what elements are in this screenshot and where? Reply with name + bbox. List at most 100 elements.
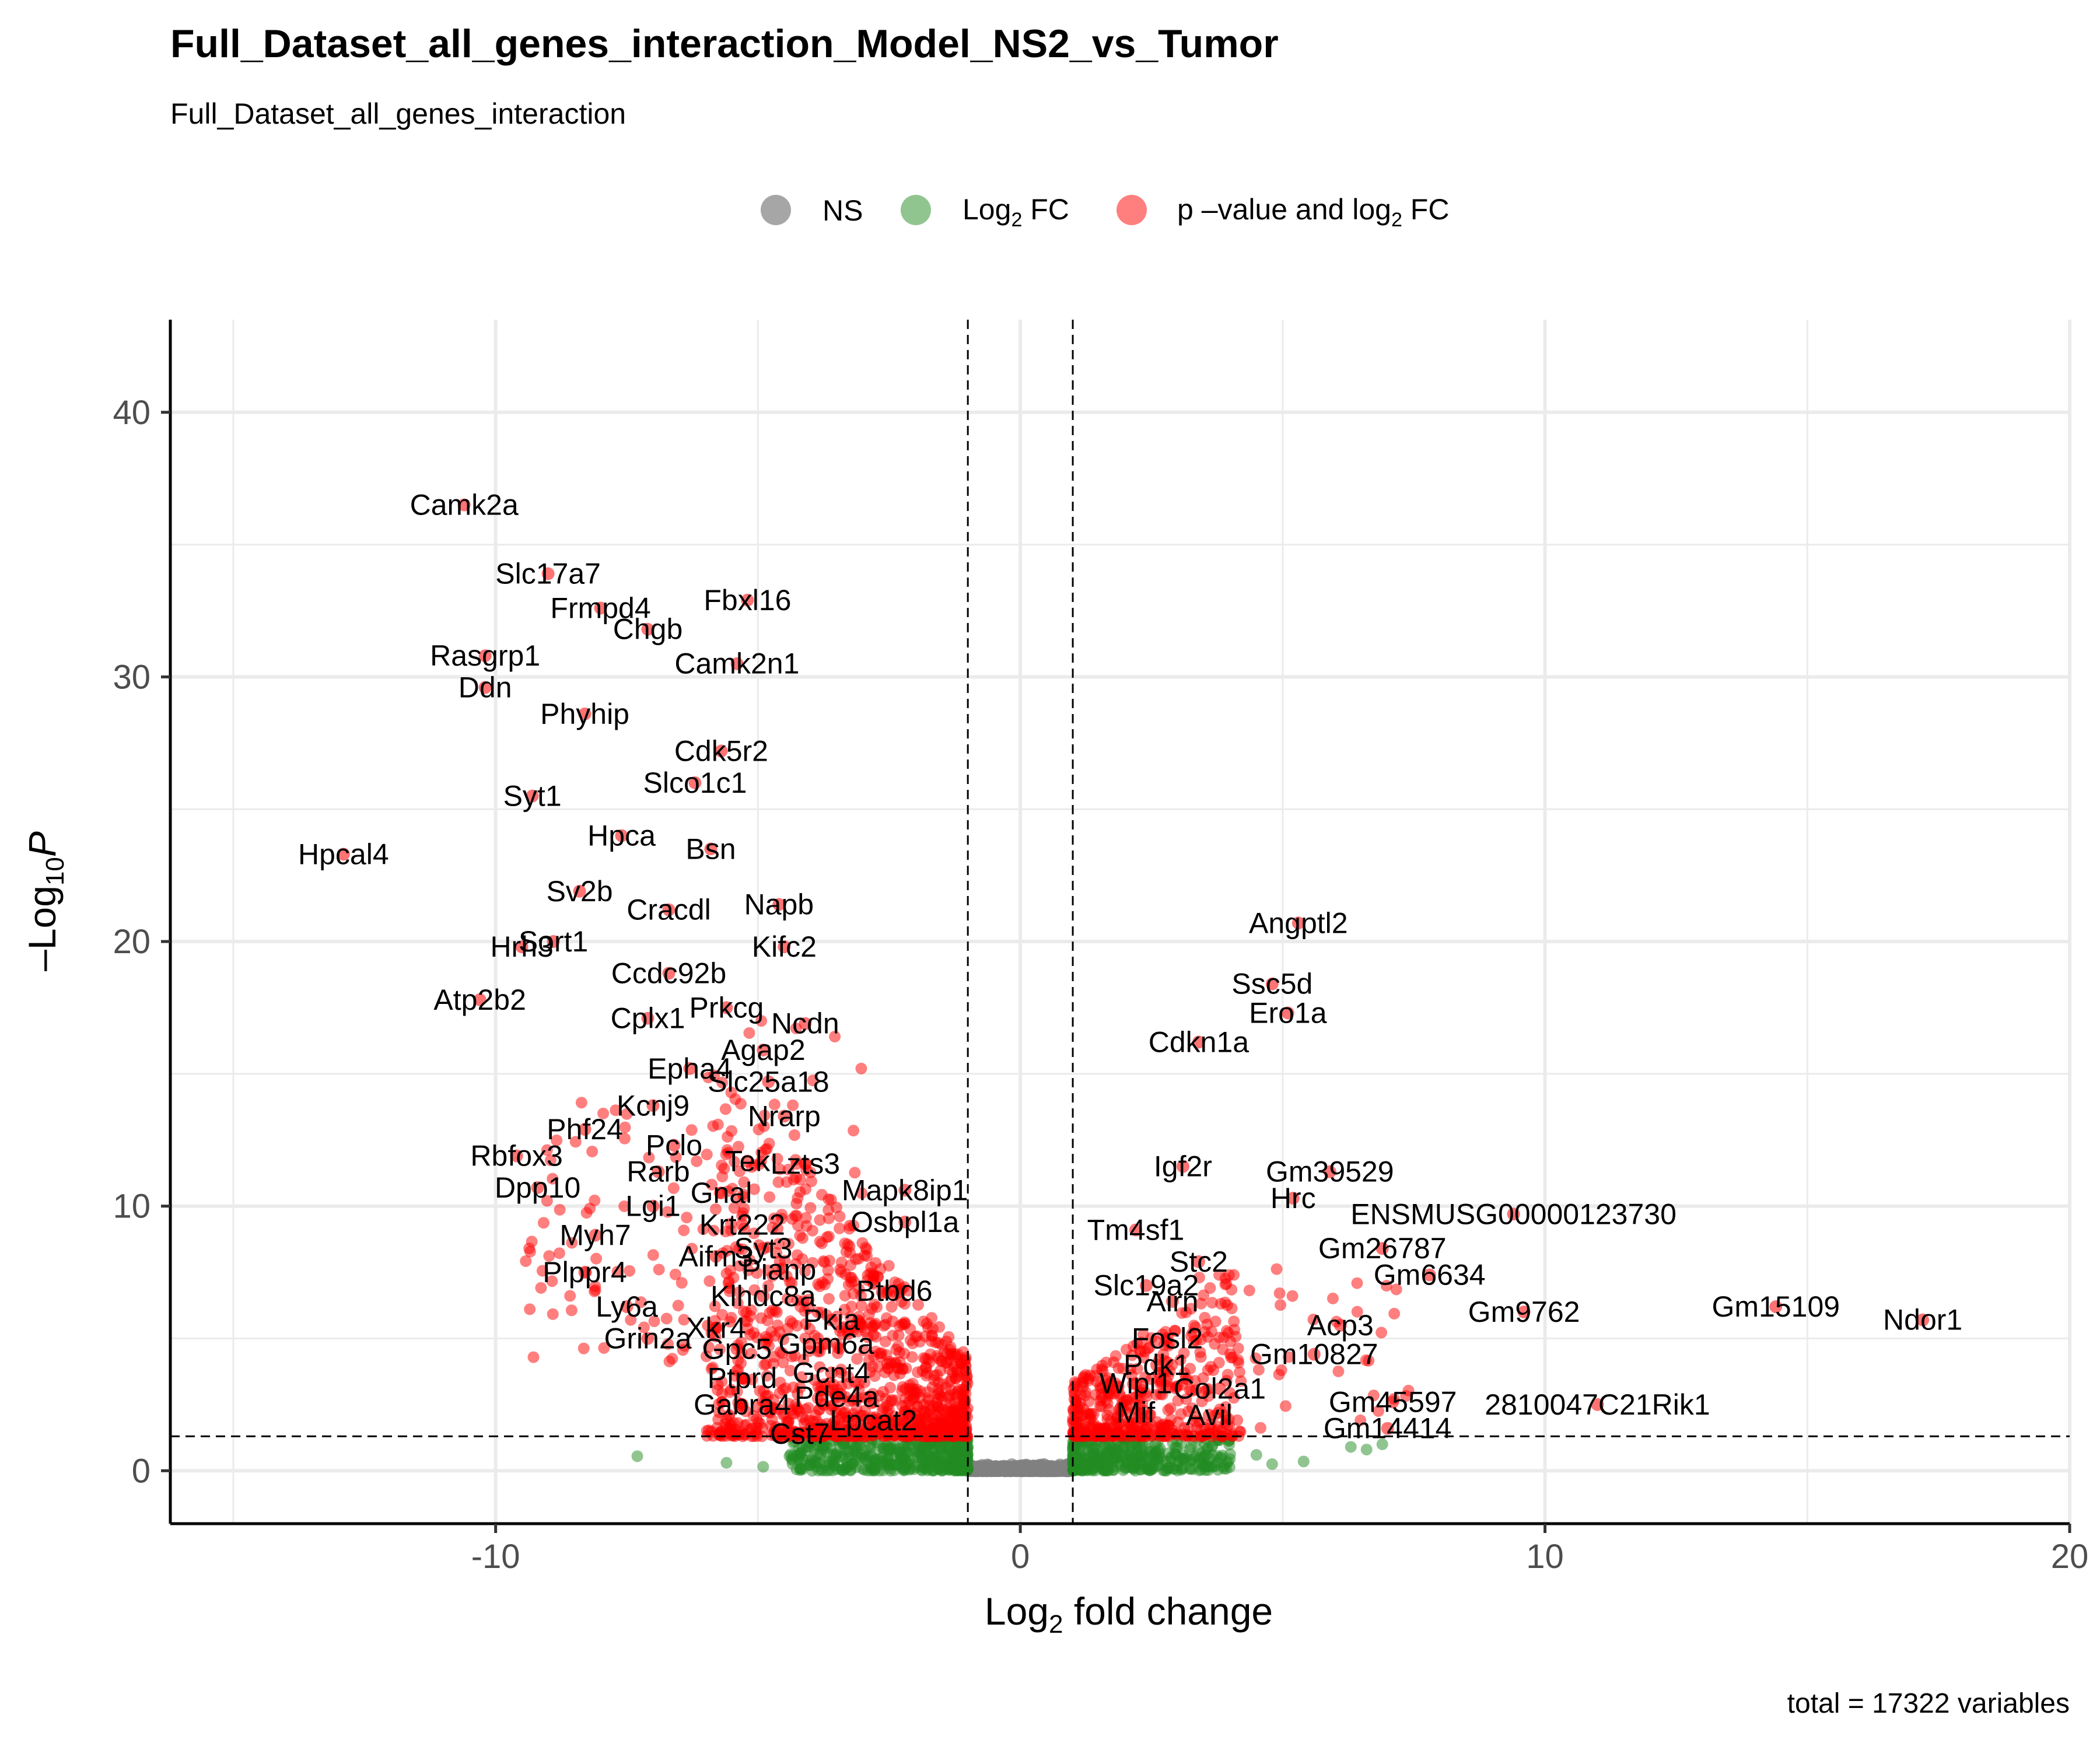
point-pfc	[771, 1153, 783, 1165]
point-pfc	[1074, 1397, 1087, 1409]
point-pfc	[524, 1303, 536, 1315]
point-pfc	[743, 1027, 755, 1039]
point-pfc	[883, 1259, 895, 1272]
point-pfc	[822, 1212, 835, 1224]
point-pfc	[751, 1427, 763, 1440]
point-fc	[1144, 1452, 1157, 1465]
point-labeled	[515, 940, 528, 954]
legend-label-fc: Log2 FC	[963, 193, 1069, 231]
gene-label: ENSMUSG00000123730	[1350, 1198, 1676, 1230]
point-labeled	[757, 1242, 770, 1255]
point-pfc	[802, 1402, 814, 1414]
point-pfc	[524, 1245, 536, 1258]
point-pfc	[619, 1121, 631, 1133]
point-pfc	[904, 1334, 916, 1346]
point-pfc	[859, 1405, 872, 1417]
gene-label: Rarb	[626, 1156, 690, 1188]
x-tick-label: 0	[1011, 1538, 1030, 1576]
gene-label: Gnal	[691, 1177, 752, 1209]
point-pfc	[1074, 1388, 1087, 1401]
point-labeled	[830, 1390, 844, 1404]
point-fc	[1134, 1464, 1146, 1476]
gene-label: Plppr4	[542, 1256, 627, 1289]
point-labeled	[772, 898, 786, 911]
gene-label: Gm6634	[1374, 1259, 1486, 1292]
point-pfc	[722, 1130, 734, 1143]
point-fc	[720, 1457, 733, 1469]
point-labeled	[778, 940, 791, 954]
point-pfc	[822, 1293, 835, 1305]
point-labeled	[730, 657, 744, 670]
point-pfc	[824, 1377, 836, 1389]
point-labeled	[704, 842, 718, 856]
point-labeled	[799, 1017, 812, 1030]
point-pfc	[811, 1392, 824, 1405]
point-labeled	[652, 1165, 665, 1178]
point-pfc	[565, 1304, 578, 1317]
point-pfc	[926, 1322, 939, 1335]
point-labeled	[1129, 1377, 1142, 1390]
chart-subtitle: Full_Dataset_all_genes_interaction	[170, 97, 626, 130]
point-pfc	[590, 1252, 603, 1265]
point-pfc	[1083, 1374, 1095, 1387]
point-pfc	[1388, 1307, 1401, 1320]
gene-label: Syt1	[503, 780, 562, 813]
point-pfc	[831, 1338, 844, 1350]
gene-label: Cst7	[770, 1418, 830, 1450]
point-labeled	[1292, 916, 1305, 930]
point-pfc	[774, 1346, 786, 1358]
gene-label: Lpcat2	[830, 1404, 917, 1437]
point-pfc	[1204, 1282, 1216, 1294]
point-labeled	[778, 1110, 791, 1123]
point-pfc	[804, 1202, 817, 1214]
point-fc	[1297, 1455, 1310, 1468]
point-pfc	[1185, 1385, 1198, 1397]
point-pfc	[848, 1125, 860, 1137]
gene-label: Avil	[1186, 1399, 1233, 1432]
point-pfc	[1224, 1348, 1236, 1360]
point-labeled	[730, 1342, 744, 1356]
gene-label: Ptprd	[708, 1362, 778, 1395]
point-labeled	[709, 1250, 723, 1263]
point-pfc	[807, 1074, 819, 1087]
point-pfc	[678, 1314, 690, 1326]
point-pfc	[1283, 1351, 1295, 1363]
point-pfc	[856, 1187, 868, 1199]
point-pfc	[1326, 1292, 1339, 1304]
gene-label: Hpca	[587, 820, 656, 852]
point-pfc	[621, 1108, 633, 1120]
gene-label: Cdk5r2	[674, 734, 768, 767]
point-pfc	[726, 1419, 738, 1432]
point-pfc	[713, 1343, 726, 1356]
point-pfc	[936, 1355, 948, 1367]
point-pfc	[849, 1167, 861, 1179]
point-pfc	[794, 1186, 806, 1198]
point-pfc	[880, 1312, 892, 1324]
gene-label: Hrc	[1270, 1182, 1316, 1214]
point-fc	[1360, 1443, 1373, 1455]
point-pfc	[777, 1356, 789, 1368]
point-pfc	[1081, 1407, 1093, 1419]
point-pfc	[660, 1312, 673, 1325]
point-fc	[1224, 1448, 1236, 1460]
gene-label: Col2a1	[1174, 1373, 1266, 1405]
gene-label: Krt222	[699, 1208, 785, 1241]
point-pfc	[589, 1194, 601, 1206]
x-tick-label: 10	[1526, 1538, 1564, 1576]
point-pfc	[790, 1258, 802, 1270]
point-pfc	[958, 1415, 971, 1427]
point-pfc	[1279, 1400, 1292, 1412]
point-labeled	[688, 776, 702, 789]
point-pfc	[876, 1347, 888, 1359]
point-pfc	[816, 1237, 828, 1250]
point-pfc	[829, 1031, 841, 1043]
point-labeled	[641, 1012, 654, 1025]
point-pfc	[791, 1249, 803, 1261]
point-pfc	[904, 1379, 916, 1391]
point-pfc	[564, 1290, 576, 1302]
point-labeled	[646, 1199, 660, 1213]
point-labeled	[1281, 1006, 1294, 1020]
point-pfc	[1195, 1297, 1208, 1310]
point-ns	[988, 1463, 1002, 1476]
